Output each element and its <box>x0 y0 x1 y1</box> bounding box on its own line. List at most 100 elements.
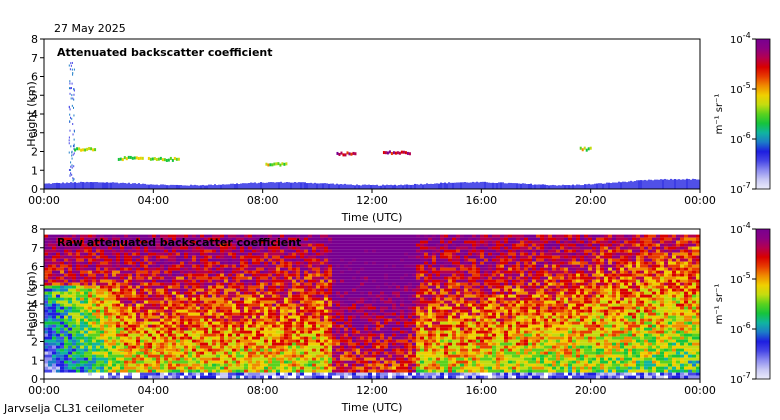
heatmap-cell <box>72 297 76 301</box>
heatmap-cell <box>320 261 324 265</box>
heatmap-cell <box>176 297 180 301</box>
heatmap-cell <box>196 267 200 271</box>
heatmap-cell <box>144 303 148 307</box>
heatmap-cell <box>360 246 364 250</box>
heatmap-cell <box>144 273 148 277</box>
heatmap-cell <box>400 282 404 286</box>
heatmap-cell <box>392 255 396 259</box>
heatmap-cell <box>196 360 200 364</box>
heatmap-cell <box>88 243 92 247</box>
heatmap-cell <box>60 237 64 241</box>
heatmap-cell <box>172 282 176 286</box>
heatmap-cell <box>204 258 208 262</box>
heatmap-cell <box>348 312 352 316</box>
heatmap-cell <box>56 345 60 349</box>
boundary-layer-cell <box>528 183 530 189</box>
heatmap-cell <box>364 309 368 313</box>
heatmap-cell <box>248 276 252 280</box>
heatmap-cell <box>252 249 256 253</box>
boundary-layer-cell <box>696 179 698 189</box>
heatmap-cell <box>324 255 328 259</box>
heatmap-cell <box>144 360 148 364</box>
heatmap-cell <box>304 333 308 337</box>
heatmap-cell <box>216 363 220 367</box>
heatmap-cell <box>104 297 108 301</box>
boundary-layer-cell <box>176 184 178 189</box>
heatmap-cell <box>68 324 72 328</box>
heatmap-cell <box>132 360 136 364</box>
heatmap-cell <box>232 372 236 376</box>
heatmap-cell <box>304 243 308 247</box>
heatmap-cell <box>76 246 80 250</box>
heatmap-cell <box>168 375 172 379</box>
heatmap-cell <box>48 360 52 364</box>
boundary-layer-cell <box>312 183 314 189</box>
heatmap-cell <box>164 369 168 373</box>
heatmap-cell <box>192 300 196 304</box>
heatmap-cell <box>204 348 208 352</box>
heatmap-cell <box>260 363 264 367</box>
heatmap-cell <box>200 252 204 256</box>
heatmap-cell <box>292 240 296 244</box>
heatmap-cell <box>292 363 296 367</box>
heatmap-cell <box>288 360 292 364</box>
heatmap-cell <box>312 327 316 331</box>
boundary-layer-cell <box>644 179 646 189</box>
heatmap-cell <box>312 303 316 307</box>
heatmap-cell <box>340 246 344 250</box>
y-tick-label: 6 <box>31 71 38 84</box>
heatmap-cell <box>196 333 200 337</box>
heatmap-cell <box>304 375 308 379</box>
heatmap-cell <box>128 309 132 313</box>
heatmap-cell <box>156 363 160 367</box>
heatmap-cell <box>312 309 316 313</box>
heatmap-cell <box>372 285 376 289</box>
heatmap-cell <box>112 276 116 280</box>
heatmap-cell <box>192 273 196 277</box>
heatmap-cell <box>396 243 400 247</box>
heatmap-cell <box>284 237 288 241</box>
heatmap-cell <box>328 288 332 292</box>
heatmap-cell <box>232 303 236 307</box>
cloud-cell <box>157 157 160 161</box>
heatmap-cell <box>148 321 152 325</box>
heatmap-cell <box>48 303 52 307</box>
heatmap-cell <box>308 315 312 319</box>
heatmap-cell <box>100 234 104 238</box>
heatmap-cell <box>216 252 220 256</box>
heatmap-cell <box>148 297 152 301</box>
heatmap-cell <box>300 327 304 331</box>
heatmap-cell <box>148 246 152 250</box>
heatmap-cell <box>332 270 336 274</box>
heatmap-cell <box>144 354 148 358</box>
heatmap-cell <box>88 258 92 262</box>
heatmap-cell <box>272 354 276 358</box>
heatmap-cell <box>204 360 208 364</box>
boundary-layer-cell <box>646 180 648 189</box>
heatmap-cell <box>260 315 264 319</box>
boundary-layer-cell <box>104 182 106 189</box>
heatmap-cell <box>372 249 376 253</box>
boundary-layer-cell <box>690 179 692 189</box>
heatmap-cell <box>252 315 256 319</box>
heatmap-cell <box>408 255 412 259</box>
heatmap-cell <box>296 360 300 364</box>
heatmap-cell <box>392 279 396 283</box>
heatmap-cell <box>368 375 372 379</box>
boundary-layer-cell <box>698 179 700 189</box>
heatmap-cell <box>60 255 64 259</box>
heatmap-cell <box>196 303 200 307</box>
heatmap-cell <box>364 357 368 361</box>
heatmap-cell <box>316 288 320 292</box>
heatmap-cell <box>232 261 236 265</box>
heatmap-cell <box>152 285 156 289</box>
heatmap-cell <box>356 324 360 328</box>
heatmap-cell <box>304 261 308 265</box>
heatmap-cell <box>240 288 244 292</box>
heatmap-cell <box>212 345 216 349</box>
cloud-cell <box>125 157 128 161</box>
heatmap-cell <box>244 291 248 295</box>
heatmap-cell <box>256 342 260 346</box>
heatmap-cell <box>356 282 360 286</box>
heatmap-cell <box>184 375 188 379</box>
